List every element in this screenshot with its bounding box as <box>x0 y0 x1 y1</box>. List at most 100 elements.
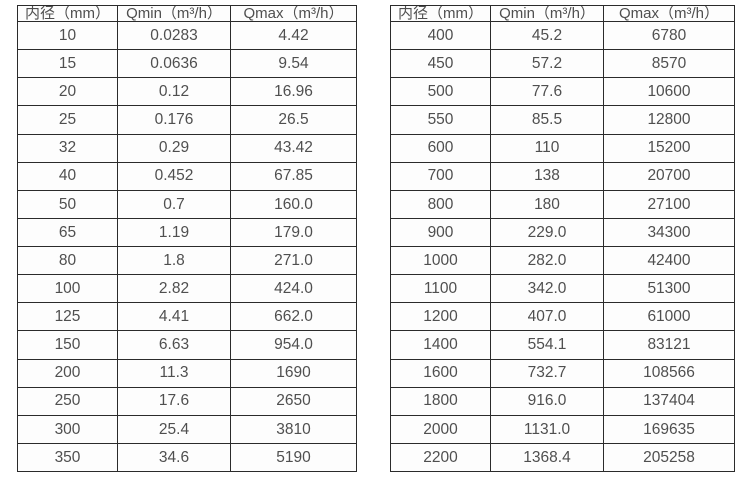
table-row: 250 17.6 2650 <box>17 386 357 416</box>
qmin-cell: 1368.4 <box>490 442 604 473</box>
table-row: 1400 554.1 83121 <box>390 330 735 360</box>
table-row: 1200 407.0 61000 <box>390 302 735 332</box>
qmin-cell: 0.12 <box>117 77 231 107</box>
diameter-cell: 125 <box>17 302 118 332</box>
table-row: 15 0.0636 9.54 <box>17 49 357 79</box>
qmin-cell: 138 <box>490 161 604 191</box>
diameter-cell: 80 <box>17 245 118 276</box>
diameter-cell: 450 <box>390 49 491 79</box>
table-row: 1800 916.0 137404 <box>390 386 735 416</box>
diameter-cell: 150 <box>17 330 118 360</box>
qmax-cell: 271.0 <box>230 245 357 276</box>
qmin-cell: 180 <box>490 189 604 219</box>
qmax-cell: 6780 <box>603 20 735 51</box>
table-row: 1600 732.7 108566 <box>390 358 735 388</box>
table-row: 1000 282.0 42400 <box>390 245 735 276</box>
qmin-cell: 1131.0 <box>490 414 604 444</box>
qmax-cell: 10600 <box>603 77 735 107</box>
qmin-cell: 77.6 <box>490 77 604 107</box>
qmin-cell: 57.2 <box>490 49 604 79</box>
qmin-cell: 4.41 <box>117 302 231 332</box>
qmax-cell: 169635 <box>603 414 735 444</box>
diameter-cell: 250 <box>17 386 118 416</box>
diameter-cell: 40 <box>17 161 118 191</box>
diameter-cell: 32 <box>17 133 118 163</box>
qmax-cell: 2650 <box>230 386 357 416</box>
qmax-cell: 83121 <box>603 330 735 360</box>
qmax-cell: 26.5 <box>230 105 357 135</box>
qmax-cell: 1690 <box>230 358 357 388</box>
qmax-cell: 179.0 <box>230 217 357 248</box>
diameter-cell: 600 <box>390 133 491 163</box>
diameter-cell: 400 <box>390 20 491 51</box>
table-row: 150 6.63 954.0 <box>17 330 357 360</box>
column-header-qmax: Qmax（m³/h） <box>603 5 735 22</box>
qmin-cell: 11.3 <box>117 358 231 388</box>
diameter-cell: 1200 <box>390 302 491 332</box>
qmin-cell: 25.4 <box>117 414 231 444</box>
qmax-cell: 3810 <box>230 414 357 444</box>
diameter-cell: 500 <box>390 77 491 107</box>
table-row: 100 2.82 424.0 <box>17 274 357 304</box>
qmax-cell: 42400 <box>603 245 735 276</box>
diameter-cell: 65 <box>17 217 118 248</box>
column-header-qmin: Qmin（m³/h） <box>117 5 231 22</box>
diameter-cell: 50 <box>17 189 118 219</box>
qmax-cell: 108566 <box>603 358 735 388</box>
qmin-cell: 0.0283 <box>117 20 231 51</box>
diameter-cell: 15 <box>17 49 118 79</box>
qmax-cell: 27100 <box>603 189 735 219</box>
qmin-cell: 0.29 <box>117 133 231 163</box>
qmin-cell: 45.2 <box>490 20 604 51</box>
qmin-cell: 282.0 <box>490 245 604 276</box>
diameter-cell: 300 <box>17 414 118 444</box>
small-diameter-flow-table: 内径（mm） Qmin（m³/h） Qmax（m³/h） 10 0.0283 4.4… <box>17 5 357 473</box>
table-row: 25 0.176 26.5 <box>17 105 357 135</box>
table-row: 2000 1131.0 169635 <box>390 414 735 444</box>
table-row: 300 25.4 3810 <box>17 414 357 444</box>
qmax-cell: 20700 <box>603 161 735 191</box>
diameter-cell: 1800 <box>390 386 491 416</box>
diameter-cell: 200 <box>17 358 118 388</box>
qmin-cell: 229.0 <box>490 217 604 248</box>
table-row: 550 85.5 12800 <box>390 105 735 135</box>
table-row: 800 180 27100 <box>390 189 735 219</box>
diameter-cell: 20 <box>17 77 118 107</box>
diameter-cell: 2000 <box>390 414 491 444</box>
qmin-cell: 34.6 <box>117 442 231 473</box>
table-row: 200 11.3 1690 <box>17 358 357 388</box>
table-row: 400 45.2 6780 <box>390 20 735 51</box>
table-row: 32 0.29 43.42 <box>17 133 357 163</box>
table-row: 10 0.0283 4.42 <box>17 20 357 51</box>
diameter-cell: 1000 <box>390 245 491 276</box>
qmin-cell: 6.63 <box>117 330 231 360</box>
diameter-cell: 1400 <box>390 330 491 360</box>
qmin-cell: 110 <box>490 133 604 163</box>
diameter-cell: 800 <box>390 189 491 219</box>
qmin-cell: 2.82 <box>117 274 231 304</box>
qmax-cell: 424.0 <box>230 274 357 304</box>
qmax-cell: 9.54 <box>230 49 357 79</box>
table-row: 350 34.6 5190 <box>17 442 357 473</box>
qmin-cell: 0.176 <box>117 105 231 135</box>
column-header-diameter: 内径（mm） <box>390 5 491 22</box>
diameter-cell: 900 <box>390 217 491 248</box>
qmax-cell: 34300 <box>603 217 735 248</box>
table-row: 700 138 20700 <box>390 161 735 191</box>
table-row: 600 110 15200 <box>390 133 735 163</box>
table-row: 500 77.6 10600 <box>390 77 735 107</box>
table-row: 50 0.7 160.0 <box>17 189 357 219</box>
qmax-cell: 954.0 <box>230 330 357 360</box>
diameter-cell: 350 <box>17 442 118 473</box>
qmax-cell: 205258 <box>603 442 735 473</box>
qmax-cell: 137404 <box>603 386 735 416</box>
qmin-cell: 554.1 <box>490 330 604 360</box>
header-row: 内径（mm） Qmin（m³/h） Qmax（m³/h） <box>17 5 357 22</box>
qmin-cell: 916.0 <box>490 386 604 416</box>
qmax-cell: 16.96 <box>230 77 357 107</box>
table-row: 450 57.2 8570 <box>390 49 735 79</box>
qmax-cell: 8570 <box>603 49 735 79</box>
table-row: 125 4.41 662.0 <box>17 302 357 332</box>
qmax-cell: 160.0 <box>230 189 357 219</box>
column-header-qmax: Qmax（m³/h） <box>230 5 357 22</box>
